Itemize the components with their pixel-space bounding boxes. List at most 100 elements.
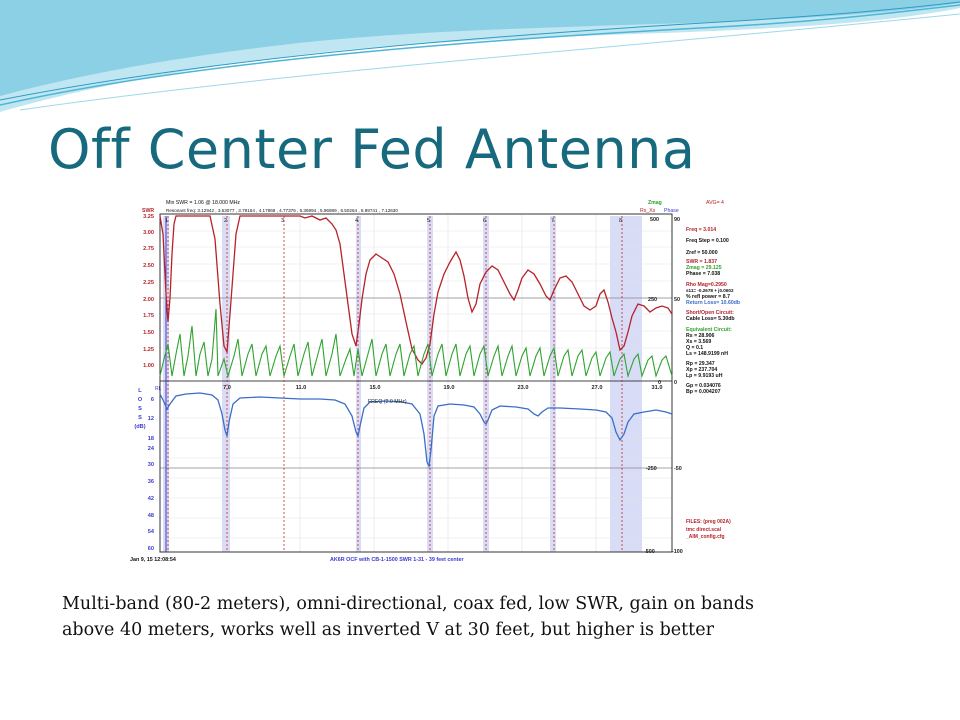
zmag-tick-low: -250 — [646, 466, 657, 472]
slide-title: Off Center Fed Antenna — [48, 118, 696, 181]
files-panel: FILES: (preg 002A) tmc direct.scal _AIM_… — [685, 519, 731, 540]
swr-tick: 1.00 — [143, 363, 154, 369]
marker-number-5: 5 — [427, 218, 430, 224]
readout-line: Gp = 0.034076 — [686, 383, 721, 389]
readout-line: Short/Open Circuit: — [686, 310, 734, 316]
freq-tick: 19.0 — [444, 385, 455, 391]
loss-tick: 6 — [151, 397, 154, 403]
readout-line: Q = 0.1 — [686, 345, 703, 351]
plot-title: AK6R OCF with CB-1-1500 SWR 1-31 - 39 fe… — [330, 557, 465, 563]
rl-axis-title: RL — [155, 386, 162, 392]
marker-number-2: 2 — [224, 218, 227, 224]
loss-tick: 48 — [148, 513, 154, 519]
phase-tick-bottom: -100 — [672, 549, 683, 555]
marker-number-7: 7 — [551, 218, 554, 224]
header-wave-decoration — [0, 0, 960, 112]
freq-tick: 15.0 — [370, 385, 381, 391]
zmag-tick-bottom: -500 — [644, 549, 655, 555]
swr-tick: 1.25 — [143, 347, 154, 353]
readout-line: Return Loss= 10.60db — [686, 300, 740, 306]
readout-line: Xp = 237.704 — [686, 367, 717, 373]
phase-tick-low: -50 — [674, 466, 682, 472]
swr-tick-labels: 3.25 3.00 2.75 2.50 2.25 2.00 1.75 1.50 … — [143, 214, 154, 369]
band-shade-30m — [356, 216, 361, 552]
loss-tick: 42 — [148, 496, 154, 502]
readout-line: Rp = 29.347 — [686, 361, 715, 367]
zmag-tick-top: 500 — [650, 217, 659, 223]
plot-frame — [159, 213, 673, 553]
band-shade-10m — [610, 216, 642, 552]
readout-line: SWR = 1.837 — [686, 259, 717, 265]
loss-axis-letter: O — [138, 397, 143, 403]
freq-tick: 23.0 — [518, 385, 529, 391]
wave-line-1 — [0, 4, 960, 106]
loss-tick: 54 — [148, 529, 155, 535]
freq-tick: 27.0 — [592, 385, 603, 391]
phase-tick-zero: 0 — [674, 380, 677, 386]
loss-axis-letter: L — [138, 388, 142, 394]
loss-tick: 24 — [148, 446, 155, 452]
resonant-freq-readout: Resonant freq: 3.12942 , 3.53077 , 3.791… — [166, 208, 398, 213]
wave-mid-band — [0, 0, 960, 96]
marker-number-3: 3 — [281, 218, 284, 224]
freq-tick: 7.0 — [223, 385, 231, 391]
rsxs-axis-title: Rs_Xs — [640, 208, 656, 214]
avg-readout: AVG= 4 — [706, 200, 724, 206]
min-swr-readout: Min SWR = 1.06 @ 18.000 MHz — [166, 200, 240, 206]
freq-tick: 11.0 — [296, 385, 307, 391]
freq-tick: 31.0 — [652, 385, 663, 391]
readout-line: Freq = 3.014 — [686, 227, 716, 233]
loss-axis-unit: (dB) — [134, 424, 145, 430]
loss-tick-labels: 6 12 18 24 30 36 42 48 54 60 — [148, 397, 155, 552]
return-loss-trace — [159, 392, 673, 469]
swr-trace — [159, 215, 673, 366]
caption-line-2: above 40 meters, works well as inverted … — [62, 620, 714, 640]
readout-line: Cable Loss= 5.30db — [686, 316, 735, 322]
swr-tick: 1.50 — [143, 330, 154, 336]
phase-tick-top: 90 — [674, 217, 680, 223]
zmag-trace — [159, 308, 673, 379]
readout-line: Bp = 0.004207 — [686, 389, 721, 395]
loss-tick: 36 — [148, 479, 154, 485]
files-line: FILES: (preg 002A) — [686, 519, 731, 525]
swr-tick: 3.25 — [143, 214, 154, 220]
marker-number-6: 6 — [483, 218, 486, 224]
readout-line: Ls = 148.9199 nH — [686, 351, 728, 357]
readout-line: Freq Step = 0.100 — [686, 238, 729, 244]
phase-tick-mid: 50 — [674, 297, 680, 303]
swr-tick: 2.25 — [143, 280, 154, 286]
antenna-analyzer-plot: 1 2 3 4 5 6 7 8 SWR Min SWR = 1.06 @ 18.… — [130, 194, 752, 568]
readout-line: Zref = 50.000 — [686, 250, 718, 256]
plot-grid — [160, 214, 672, 552]
loss-axis-letter: S — [138, 415, 142, 421]
right-axis-labels: 500 90 250 50 0 0 -250 -50 -500 -100 — [644, 217, 683, 555]
readout-line: % refl power = 8.7 — [686, 294, 730, 300]
readout-line: s11= -0.2678 + j0.0602 — [686, 288, 734, 293]
wave-line-3 — [19, 13, 960, 111]
band-shade-15m — [550, 216, 556, 552]
swr-tick: 2.50 — [143, 263, 154, 269]
wave-line-2 — [0, 1, 960, 101]
readout-line: Zmag = 29.125 — [686, 265, 722, 271]
readout-line: Xs = 3.569 — [686, 339, 711, 345]
readout-line: Rho Mag=0.2950 — [686, 282, 727, 288]
readout-panel: Freq = 3.014 Freq Step = 0.100 Zref = 50… — [686, 227, 740, 395]
marker-number-1: 1 — [165, 218, 168, 224]
caption-line-1: Multi-band (80-2 meters), omni-direction… — [62, 594, 755, 614]
files-line: _AIM_config.cfg — [685, 534, 725, 540]
swr-tick: 3.00 — [143, 230, 154, 236]
freq-axis-title: FREQ (2.0 MHz) — [368, 399, 407, 405]
freq-tick-labels: 7.0 11.0 15.0 19.0 23.0 27.0 31.0 — [223, 385, 662, 391]
band-markers — [167, 216, 623, 552]
swr-tick: 2.00 — [143, 297, 154, 303]
loss-axis-letter: S — [138, 406, 142, 412]
capture-timestamp: Jan 9, 15 12:08:54 — [130, 557, 176, 563]
loss-tick: 30 — [148, 462, 154, 468]
loss-tick: 18 — [148, 436, 154, 442]
files-line: tmc direct.scal — [686, 527, 722, 533]
phase-axis-title: Phase — [664, 208, 679, 214]
zmag-tick-mid: 250 — [648, 297, 657, 303]
loss-tick: 60 — [148, 546, 154, 552]
readout-line: Equivalent Circuit: — [686, 327, 732, 333]
swr-axis-title: SWR — [142, 208, 154, 214]
